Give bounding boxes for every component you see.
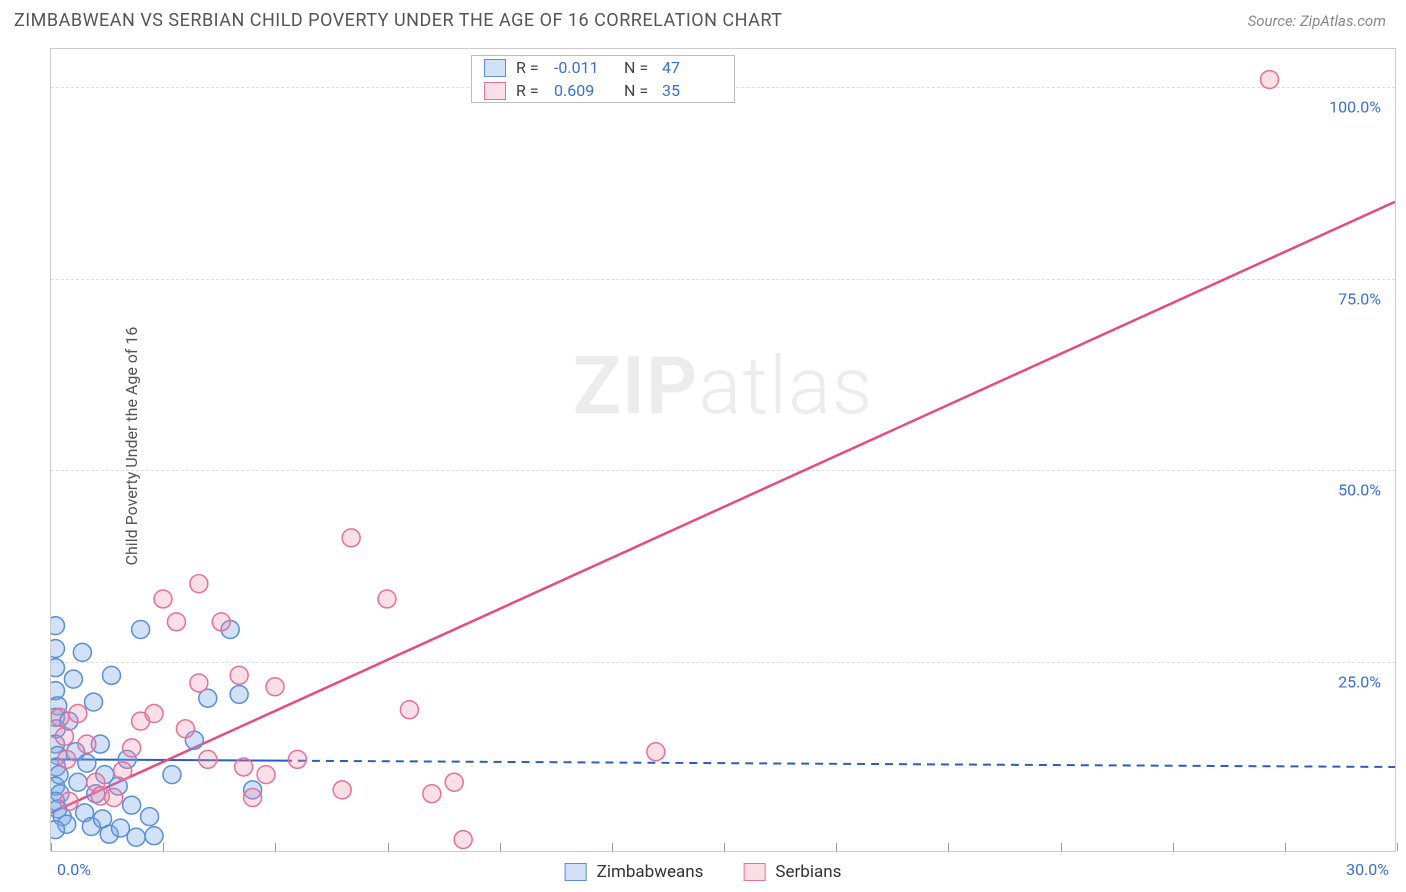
legend-swatch [484,82,506,100]
plot-region: ZIPatlas 25.0%50.0%75.0%100.0%R =-0.011N… [51,49,1395,851]
legend-swatch [565,863,587,881]
chart-area: ZIPatlas 25.0%50.0%75.0%100.0%R =-0.011N… [50,48,1396,852]
legend-row: R = 0.609 N = 35 [472,79,734,102]
source-label: Source: ZipAtlas.com [1248,12,1386,30]
n-value: 47 [662,58,722,77]
legend-row: R = -0.011 N = 47 [472,56,734,79]
r-value: 0.609 [554,81,614,100]
r-value: -0.011 [554,58,614,77]
legend-series-item: Serbians [743,862,841,882]
legend-correlation: R = -0.011 N = 47 R = 0.609 N = 35 [471,55,735,103]
header: ZIMBABWEAN VS SERBIAN CHILD POVERTY UNDE… [0,0,1406,41]
legend-swatch [484,59,506,77]
n-label: N = [624,58,652,77]
legend-bottom: Zimbabweans Serbians [565,862,842,882]
r-label: R = [516,81,544,100]
plot-svg [51,49,1395,851]
x-tick [1397,843,1398,851]
n-value: 35 [662,81,722,100]
r-label: R = [516,58,544,77]
x-tick-label: 0.0% [57,860,91,879]
legend-swatch [743,863,765,881]
legend-series-label: Zimbabweans [597,862,704,882]
n-label: N = [624,81,652,100]
chart-title: ZIMBABWEAN VS SERBIAN CHILD POVERTY UNDE… [14,10,783,31]
x-tick-label: 30.0% [1346,860,1389,879]
legend-series-label: Serbians [775,862,841,882]
legend-series-item: Zimbabweans [565,862,704,882]
